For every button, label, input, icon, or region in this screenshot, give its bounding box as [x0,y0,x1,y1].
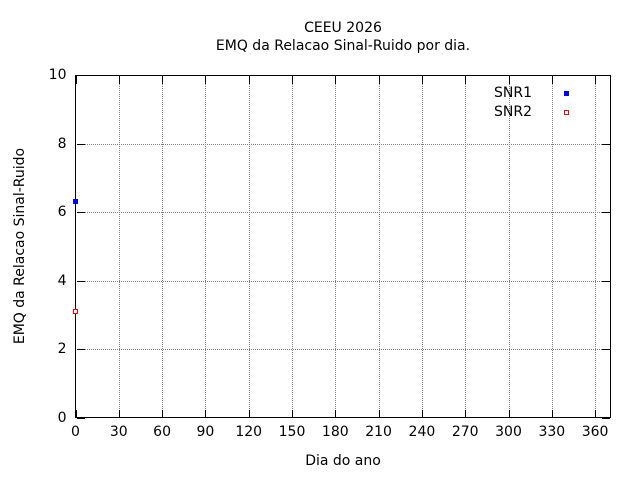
y-tick-right [602,349,610,351]
y-tick-right [602,212,610,214]
data-point-snr1 [73,199,78,205]
x-tick-bottom [292,410,293,418]
x-tick-top [75,76,77,84]
x-gridline [421,76,423,417]
y-tick-right [602,418,610,419]
y-tick-label: 10 [48,67,67,83]
x-gridline [465,76,467,417]
x-tick-label: 30 [109,424,128,440]
x-gridline [551,76,553,417]
data-point-snr2 [73,309,78,315]
y-tick-right [602,143,610,145]
y-tick-label: 8 [57,135,67,152]
x-axis-label: Dia do ano [305,453,381,469]
x-tick-bottom [595,410,597,418]
x-gridline [378,76,380,417]
x-tick-bottom [378,410,380,418]
y-tick-right [602,280,610,282]
x-gridline [162,76,164,417]
x-tick-top [595,76,597,84]
x-gridline [248,76,250,417]
x-tick-bottom [335,410,337,418]
x-tick-top [551,76,553,84]
x-tick-top [465,76,467,84]
y-gridline [76,349,610,351]
x-gridline [292,76,293,417]
y-tick-left [76,418,85,419]
x-tick-top [508,76,510,84]
x-tick-top [335,76,337,84]
y-tick-label: 2 [57,341,67,358]
y-tick-label: 0 [57,410,67,426]
x-tick-label: 360 [581,424,609,440]
x-gridline [595,76,597,417]
y-tick-left [76,349,85,351]
x-tick-top [248,76,250,84]
y-tick-left [76,143,85,145]
x-tick-bottom [508,410,510,418]
y-tick-right [602,75,610,76]
legend-marker-snr1 [563,90,569,96]
plot-area [75,75,611,418]
y-tick-left [76,75,85,76]
x-tick-label: 270 [451,424,479,440]
x-tick-bottom [118,410,120,418]
legend-label-snr1: SNR1 [494,84,532,101]
x-tick-label: 210 [365,424,392,440]
x-tick-label: 330 [538,424,566,440]
chart-title: CEEU 2026 [304,20,382,36]
legend-label-snr2: SNR2 [494,103,532,120]
x-tick-label: 240 [408,424,436,440]
x-tick-bottom [162,410,164,418]
chart-subtitle: EMQ da Relacao Sinal-Ruido por dia. [215,38,471,54]
y-tick-left [76,280,85,282]
x-tick-top [205,76,207,84]
x-tick-bottom [248,410,250,418]
x-gridline [118,76,120,417]
x-tick-top [378,76,380,84]
x-tick-top [162,76,164,84]
y-axis-label: EMQ da Relacao Sinal-Ruido [12,147,28,345]
x-tick-top [118,76,120,84]
x-tick-label: 120 [235,424,263,440]
x-tick-top [292,76,293,84]
legend-marker-snr2 [563,109,569,115]
x-tick-label: 150 [278,424,306,440]
x-tick-label: 60 [153,424,171,440]
x-tick-bottom [75,410,77,418]
x-tick-bottom [551,410,553,418]
x-gridline [205,76,207,417]
x-gridline [335,76,337,417]
y-gridline [76,212,610,214]
x-tick-label: 300 [495,424,522,440]
x-tick-top [421,76,423,84]
y-tick-left [76,212,85,214]
x-tick-bottom [205,410,207,418]
y-tick-label: 6 [57,204,67,221]
y-gridline [76,143,610,145]
x-gridline [508,76,510,417]
y-gridline [76,280,610,282]
x-tick-bottom [421,410,423,418]
x-tick-label: 90 [196,424,215,440]
x-tick-bottom [465,410,467,418]
x-tick-label: 0 [71,424,80,440]
x-tick-label: 180 [321,424,349,440]
y-tick-label: 4 [57,272,67,289]
